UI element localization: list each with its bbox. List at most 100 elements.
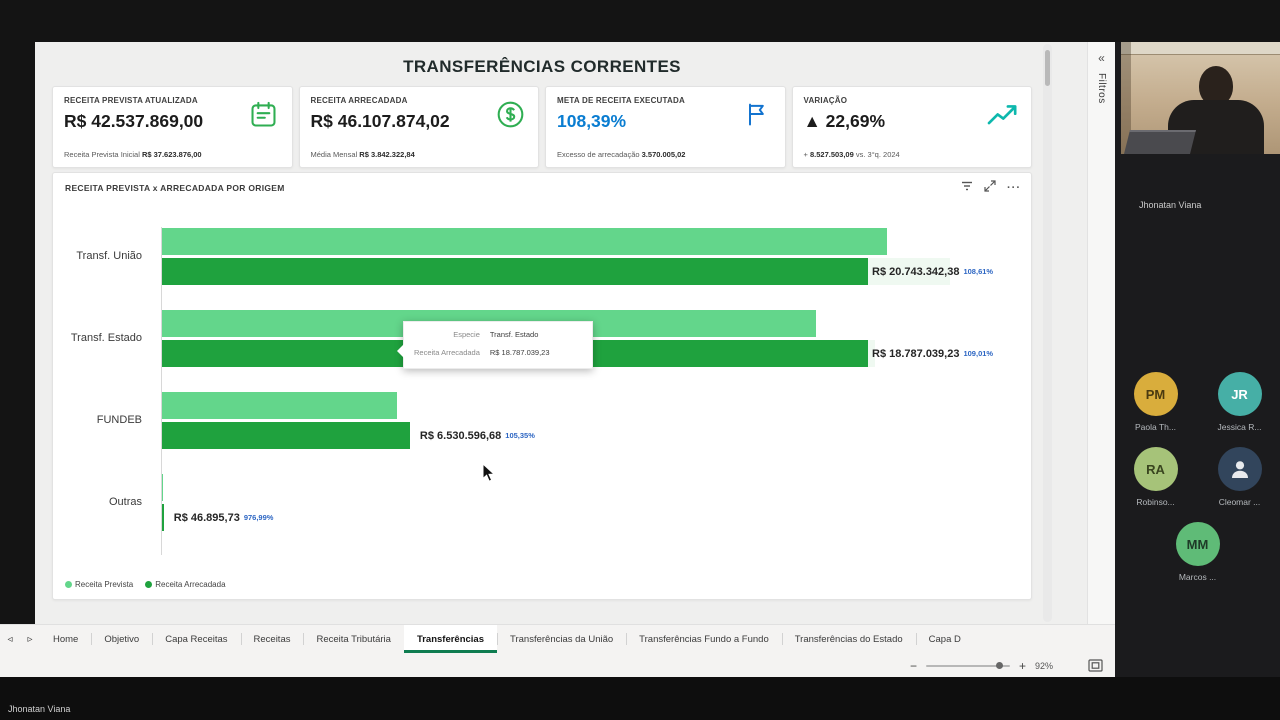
bar-value-label: R$ 20.743.342,38 108,61% bbox=[868, 258, 998, 285]
report-canvas: TRANSFERÊNCIAS CORRENTES RECEITA PREVIST… bbox=[35, 42, 1115, 624]
category-label: FUNDEB bbox=[96, 414, 142, 426]
tab-receita-tribut-ria[interactable]: Receita Tributária bbox=[303, 625, 403, 653]
kpi-value: R$ 46.107.874,02 bbox=[310, 111, 450, 131]
tooltip-label: Especie bbox=[453, 330, 480, 339]
kpi-subtext: + 8.527.503,09 vs. 3°q. 2024 bbox=[803, 150, 900, 159]
bar-receita-prevista[interactable] bbox=[162, 228, 888, 255]
tab-objetivo[interactable]: Objetivo bbox=[91, 625, 152, 653]
participant-name: Marcos ... bbox=[1178, 572, 1217, 582]
participant-name: Robinso... bbox=[1136, 497, 1175, 507]
kpi-subtext: Receita Prevista Inicial R$ 37.623.876,0… bbox=[64, 150, 202, 159]
tooltip-value: R$ 18.787.039,23 bbox=[489, 347, 550, 357]
tab-list: Home Objetivo Capa Receitas Receitas Receita… bbox=[40, 625, 974, 653]
legend-dot bbox=[145, 581, 153, 588]
chart-title: RECEITA PREVISTA x ARRECADADA POR ORIGEM bbox=[65, 183, 285, 193]
tab-receitas[interactable]: Receitas bbox=[240, 625, 304, 653]
bar-receita-arrecadada[interactable] bbox=[162, 422, 410, 449]
filter-icon[interactable] bbox=[961, 179, 973, 197]
collapse-chevron-icon[interactable]: « bbox=[1098, 51, 1105, 65]
participant-tile[interactable]: RA Robinso... bbox=[1127, 447, 1185, 507]
bar-receita-arrecadada[interactable] bbox=[162, 258, 950, 285]
zoom-in-button[interactable]: + bbox=[1018, 658, 1026, 673]
legend-item: Receita Arrecadada bbox=[145, 580, 226, 589]
page-tab-bar: ◃ ▹ Home Objetivo Capa Receitas Receitas Rec… bbox=[0, 625, 1115, 653]
tab-nav-next-icon[interactable]: ▹ bbox=[27, 633, 33, 645]
kpi-card-variacao[interactable]: VARIAÇÃO ▲ 22,69% + 8.527.503,09 vs. 3°q… bbox=[791, 86, 1032, 168]
kpi-card-meta-executada[interactable]: META DE RECEITA EXECUTADA 108,39% Excess… bbox=[545, 86, 786, 168]
more-options-icon[interactable]: ··· bbox=[1007, 182, 1021, 194]
category-label: Outras bbox=[108, 496, 142, 508]
page-title: TRANSFERÊNCIAS CORRENTES bbox=[403, 57, 681, 76]
chart-row: Outras R$ 46.895,73 976,99% bbox=[63, 473, 1021, 555]
legend-item: Receita Prevista bbox=[65, 580, 133, 589]
filters-pane-collapsed[interactable]: « Filtros bbox=[1087, 42, 1115, 624]
zoom-out-button[interactable]: − bbox=[909, 658, 917, 673]
participant-name: Cleomar ... bbox=[1218, 497, 1261, 507]
kpi-value: R$ 42.537.869,00 bbox=[64, 111, 204, 131]
report-footer: ◃ ▹ Home Objetivo Capa Receitas Receitas Rec… bbox=[0, 624, 1115, 677]
filters-pane-label: Filtros bbox=[1096, 73, 1107, 104]
kpi-subtext: Excesso de arrecadação 3.570.005,02 bbox=[557, 150, 686, 159]
tab-home[interactable]: Home bbox=[53, 633, 79, 645]
bar-value-label: R$ 46.895,73 976,99% bbox=[169, 504, 278, 531]
video-background-edge bbox=[1121, 42, 1131, 154]
laptop-silhouette bbox=[1124, 130, 1196, 154]
participant-tile[interactable]: PM Paola Th... bbox=[1127, 372, 1185, 432]
tab-capa-receitas[interactable]: Capa Receitas bbox=[152, 625, 240, 653]
avatar: RA bbox=[1133, 447, 1178, 491]
bar-value-label: R$ 18.787.039,23 109,01% bbox=[868, 340, 998, 367]
presenter-video-tile[interactable] bbox=[1121, 42, 1280, 154]
participant-list: PM Paola Th... JR Jessica R... RA Robinso... C… bbox=[1115, 372, 1280, 582]
bottom-bar: Jhonatan Viana bbox=[0, 677, 1280, 720]
tooltip-value: Transf. Estado bbox=[489, 330, 539, 339]
fit-to-page-icon[interactable] bbox=[1088, 659, 1103, 672]
trend-up-icon bbox=[985, 96, 1021, 132]
avatar: JR bbox=[1217, 372, 1262, 416]
legend-dot bbox=[65, 581, 72, 588]
category-label: Transf. União bbox=[76, 250, 142, 262]
flag-icon bbox=[739, 96, 775, 132]
tab-capa-d[interactable]: Capa D bbox=[915, 625, 974, 653]
video-background bbox=[1121, 42, 1280, 55]
tab-transfer-ncias-fundo-a-fundo[interactable]: Transferências Fundo a Fundo bbox=[626, 625, 782, 653]
participant-tile[interactable]: MM Marcos ... bbox=[1169, 522, 1227, 582]
tooltip-label: Receita Arrecadada bbox=[414, 347, 480, 357]
tab-nav-prev-icon[interactable]: ◃ bbox=[7, 633, 13, 645]
participant-name: Paola Th... bbox=[1135, 422, 1176, 432]
chart-tooltip: Especie Transf. Estado Receita Arrecadad… bbox=[397, 321, 593, 369]
tab-transfer-ncias-da-uni-o[interactable]: Transferências da União bbox=[497, 625, 626, 653]
participant-tile[interactable]: JR Jessica R... bbox=[1211, 372, 1269, 432]
tab-transfer-ncias-do-estado[interactable]: Transferências do Estado bbox=[781, 625, 916, 653]
participant-tile[interactable]: Cleomar ... bbox=[1211, 447, 1269, 507]
kpi-label: RECEITA PREVISTA ATUALIZADA bbox=[64, 96, 198, 105]
person-avatar-icon bbox=[1217, 447, 1262, 491]
calendar-icon bbox=[246, 96, 282, 132]
kpi-label: RECEITA ARRECADADA bbox=[310, 96, 408, 105]
bar-value-label: R$ 6.530.596,68 105,35% bbox=[415, 422, 539, 449]
bar-receita-prevista[interactable] bbox=[162, 392, 398, 419]
kpi-label: VARIAÇÃO bbox=[803, 96, 848, 105]
dollar-coin-icon bbox=[492, 96, 528, 132]
chart-legend: Receita Prevista Receita Arrecadada bbox=[65, 580, 226, 589]
mouse-cursor bbox=[482, 462, 496, 488]
zoom-slider-thumb[interactable] bbox=[995, 662, 1003, 669]
tab-transfer-ncias[interactable]: Transferências bbox=[403, 625, 498, 653]
kpi-card-row: RECEITA PREVISTA ATUALIZADA R$ 42.537.86… bbox=[52, 86, 1032, 168]
avatar: MM bbox=[1175, 522, 1220, 566]
kpi-card-receita-prevista[interactable]: RECEITA PREVISTA ATUALIZADA R$ 42.537.86… bbox=[52, 86, 293, 168]
kpi-label: META DE RECEITA EXECUTADA bbox=[557, 96, 685, 105]
chart-row: Transf. União R$ 20.743.342,38 108,61% bbox=[63, 227, 1021, 309]
focus-mode-icon[interactable] bbox=[984, 179, 996, 197]
kpi-value: 108,39% bbox=[557, 111, 627, 131]
kpi-card-receita-arrecadada[interactable]: RECEITA ARRECADADA R$ 46.107.874,02 Médi… bbox=[298, 86, 539, 168]
meeting-participants-panel: Jhonatan Viana PM Paola Th... JR Jessica R.… bbox=[1115, 42, 1280, 677]
bar-receita-arrecadada[interactable] bbox=[162, 504, 164, 531]
chart-row: FUNDEB R$ 6.530.596,68 105,35% bbox=[63, 391, 1021, 473]
chart-plot-area: Transf. União R$ 20.743.342,38 108,61% Tran… bbox=[63, 227, 1021, 555]
kpi-subtext: Média Mensal R$ 3.842.322,84 bbox=[310, 150, 415, 159]
bottom-presenter-name: Jhonatan Viana bbox=[8, 704, 71, 714]
bar-chart-visual[interactable]: RECEITA PREVISTA x ARRECADADA POR ORIGEM… bbox=[52, 172, 1032, 600]
report-scrollbar[interactable] bbox=[1043, 44, 1052, 622]
zoom-slider[interactable] bbox=[925, 662, 1010, 669]
scrollbar-thumb[interactable] bbox=[1045, 50, 1050, 86]
